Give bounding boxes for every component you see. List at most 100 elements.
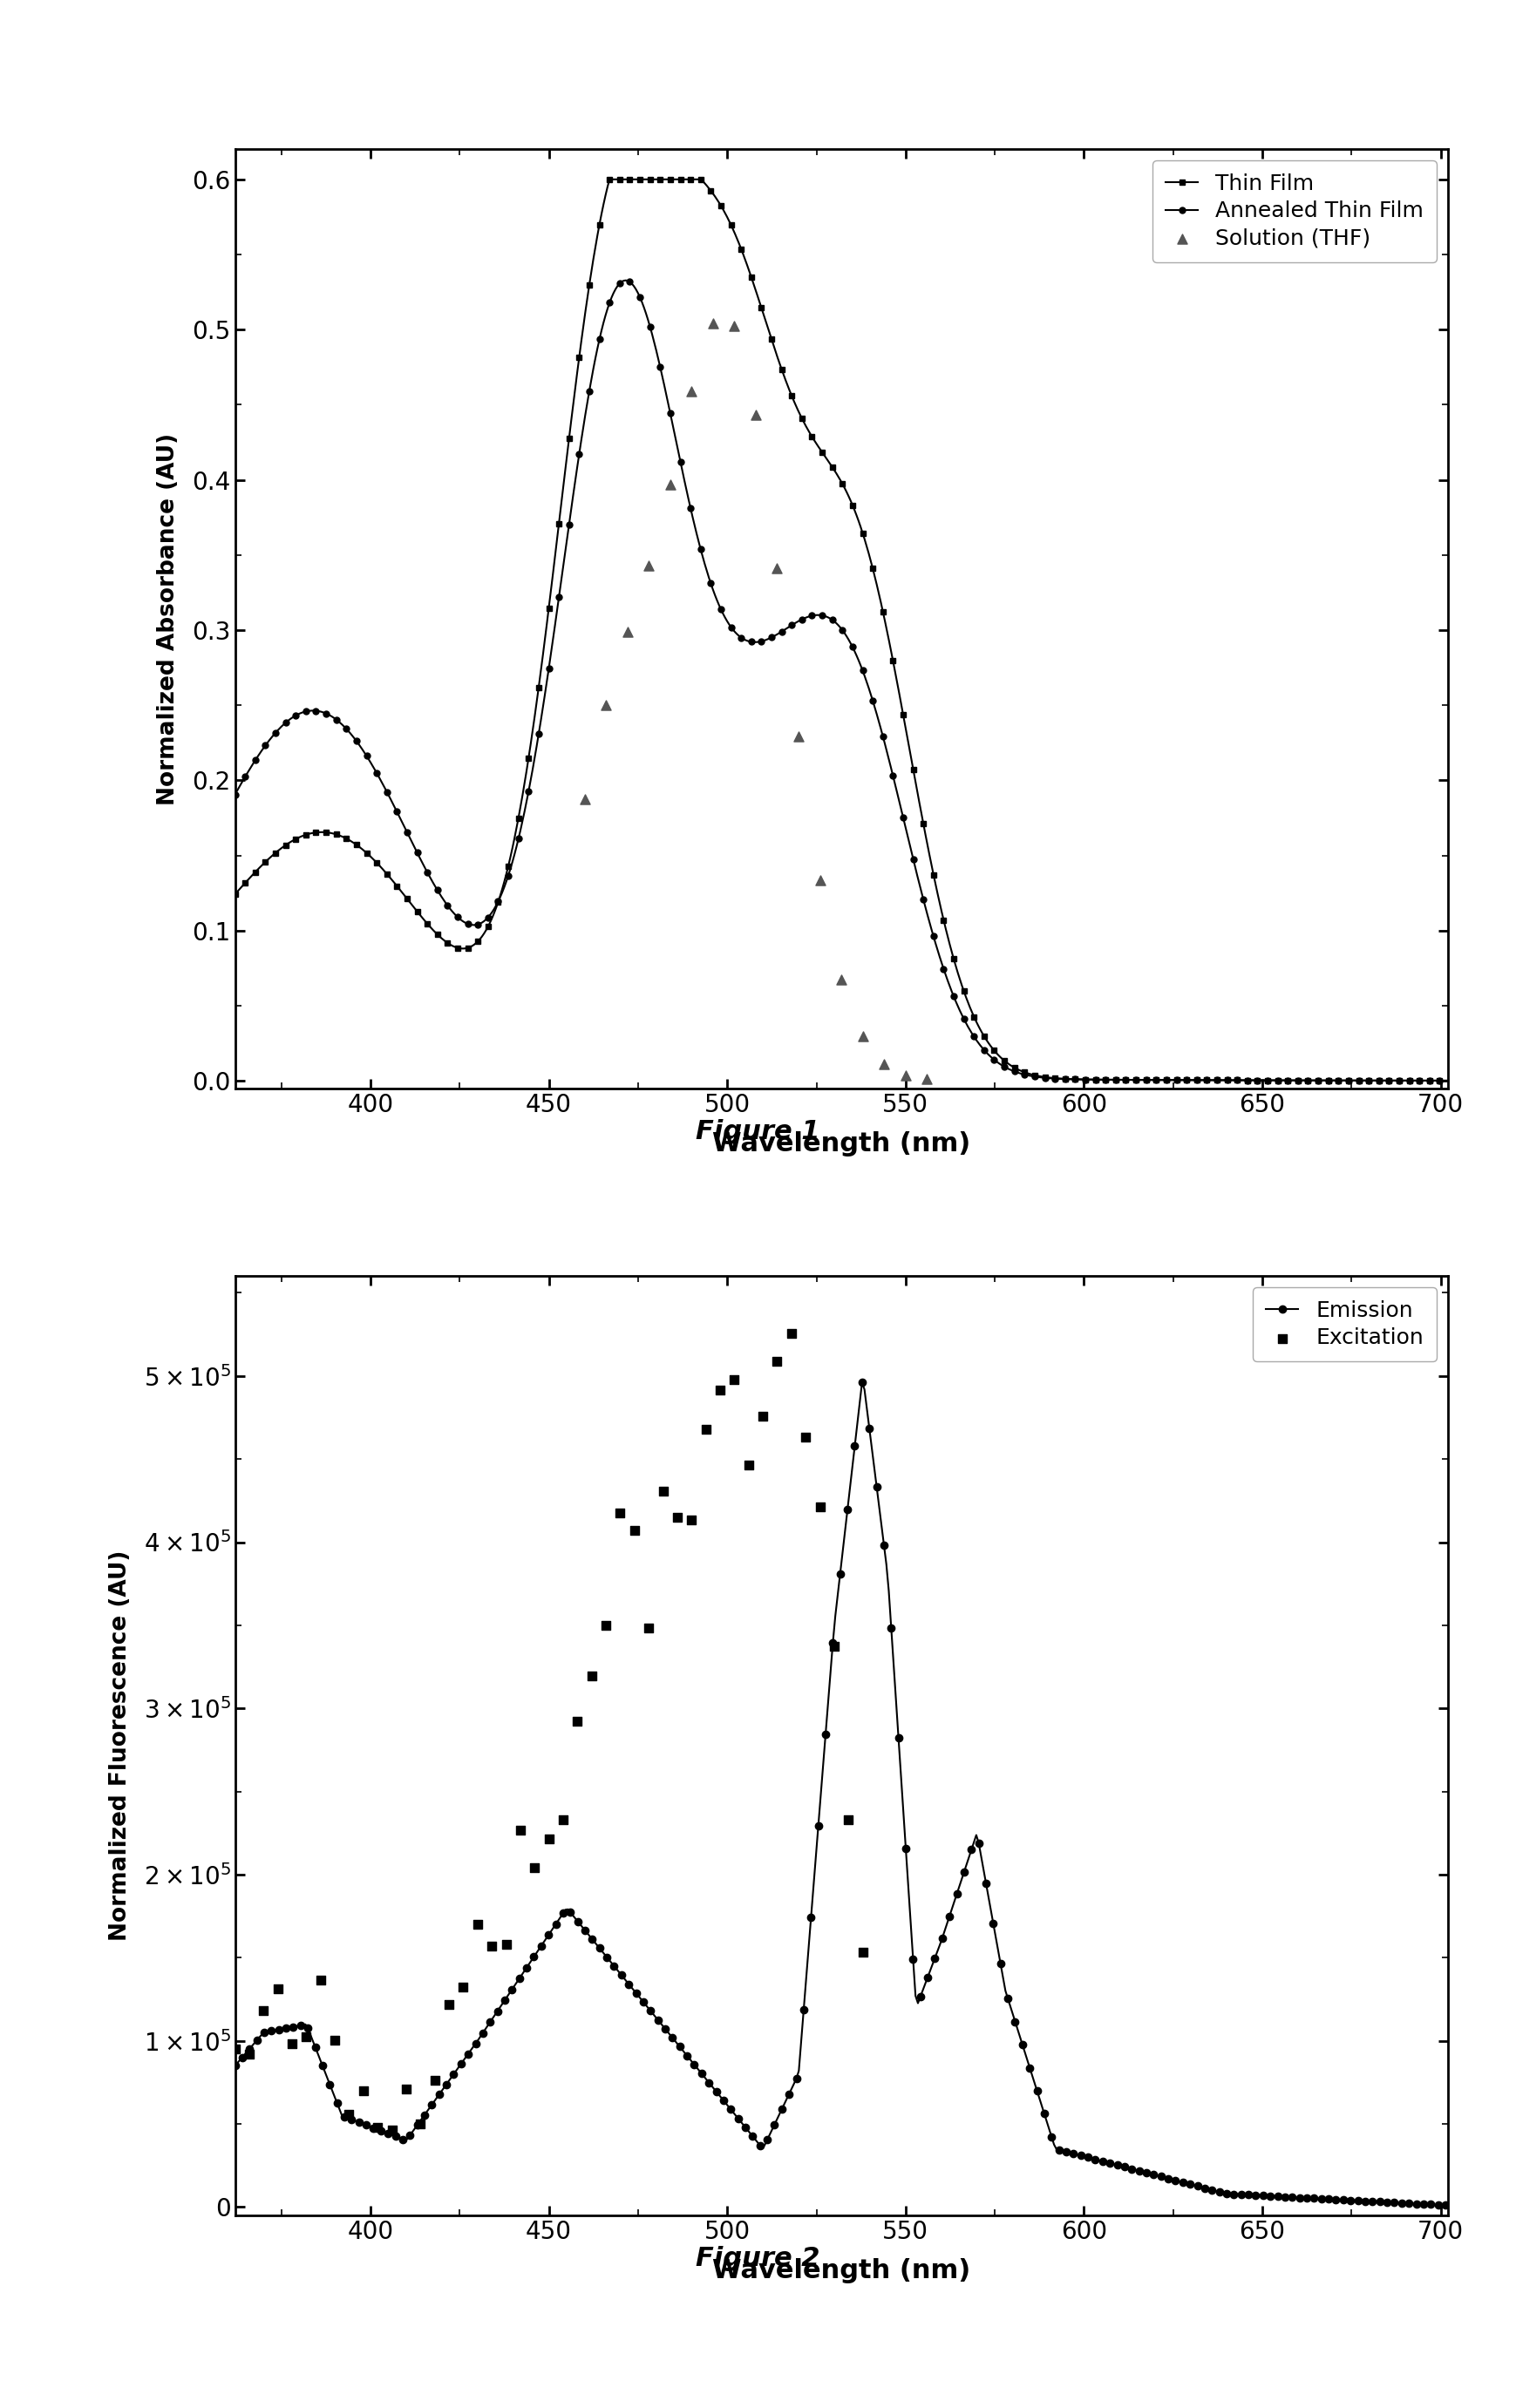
Excitation [579,1657,603,1695]
Excitation [408,2105,432,2143]
Excitation [236,2035,261,2073]
Legend: Emission, Excitation: Emission, Excitation [1252,1288,1437,1361]
Emission [951,1871,969,1900]
Excitation [494,1924,518,1963]
Annealed Thin Film [617,265,635,294]
X-axis label: Wavelength (nm): Wavelength (nm) [713,2259,970,2283]
Solution (THF) [637,547,661,585]
Excitation [750,1397,775,1435]
Emission [1439,2191,1457,2220]
Line: Thin Film: Thin Film [232,176,1451,1084]
Excitation [479,1926,503,1965]
Excitation [265,1970,290,2008]
Annealed Thin Film [943,978,961,1007]
Excitation [679,1500,703,1539]
Excitation [394,2071,418,2109]
Thin Film [600,164,619,193]
Annealed Thin Film [1142,1064,1160,1093]
Solution (THF) [766,549,790,588]
Annealed Thin Film [538,667,556,696]
Excitation [352,2071,376,2109]
Solution (THF) [700,303,725,342]
Excitation [722,1361,746,1399]
Emission [854,1368,872,1397]
Excitation [294,2018,318,2056]
Thin Film [1038,1062,1057,1091]
Excitation [423,2061,447,2100]
Annealed Thin Film [1038,1064,1057,1093]
Excitation [280,2025,305,2064]
Emission [226,2052,244,2081]
Thin Film [943,937,961,966]
Excitation [766,1341,790,1380]
Solution (THF) [615,612,640,650]
Excitation [594,1606,619,1645]
Excitation [793,1418,817,1457]
Solution (THF) [744,395,769,433]
Thin Film [226,879,244,908]
Excitation [637,1609,661,1647]
Excitation [508,1811,532,1849]
Excitation [822,1628,846,1666]
Excitation [608,1493,632,1531]
Emission [1411,2189,1430,2218]
Solution (THF) [679,371,703,409]
Solution (THF) [914,1060,938,1098]
Solution (THF) [658,465,682,503]
Annealed Thin Film [226,780,244,809]
X-axis label: Wavelength (nm): Wavelength (nm) [713,1132,970,1156]
Excitation [708,1370,732,1409]
Excitation [537,1820,561,1859]
Excitation [623,1510,647,1548]
Excitation [694,1411,719,1450]
Emission [810,1811,828,1840]
Excitation [650,1471,675,1510]
Excitation [365,2107,390,2146]
Solution (THF) [829,961,854,999]
Excitation [565,1702,590,1741]
Solution (THF) [594,686,619,725]
Thin Film [1439,1067,1457,1096]
Y-axis label: Normalized Fluorescence (AU): Normalized Fluorescence (AU) [109,1551,132,1941]
Excitation [465,1905,490,1943]
Excitation [779,1315,803,1353]
Line: Emission: Emission [232,1380,1451,2208]
Excitation [550,1801,575,1840]
Solution (THF) [893,1057,917,1096]
Excitation [323,2020,347,2059]
Solution (THF) [722,306,746,344]
Solution (THF) [573,780,597,819]
Annealed Thin Film [441,893,459,922]
Emission [884,1649,902,1678]
Annealed Thin Film [1439,1067,1457,1096]
Excitation [223,2030,247,2068]
Excitation [837,1801,861,1840]
Solution (THF) [872,1045,896,1084]
Annealed Thin Film [776,614,794,643]
Text: Figure 2: Figure 2 [696,2247,820,2271]
Excitation [308,1960,332,1999]
Legend: Thin Film, Annealed Thin Film, Solution (THF): Thin Film, Annealed Thin Film, Solution … [1152,161,1437,262]
Emission [802,1902,820,1931]
Excitation [381,2109,405,2148]
Excitation [452,1967,476,2006]
Excitation [737,1445,761,1483]
Thin Film [776,366,794,395]
Excitation [850,1934,875,1972]
Excitation [337,2095,361,2133]
Text: Figure 1: Figure 1 [696,1120,820,1144]
Excitation [523,1849,547,1888]
Y-axis label: Normalized Absorbance (AU): Normalized Absorbance (AU) [158,433,180,804]
Solution (THF) [787,718,811,756]
Thin Film [441,929,459,958]
Solution (THF) [808,862,832,901]
Excitation [808,1488,832,1527]
Emission [1222,2179,1240,2208]
Excitation [252,1991,276,2030]
Excitation [437,1984,461,2023]
Line: Annealed Thin Film: Annealed Thin Film [232,277,1451,1084]
Thin Film [1142,1064,1160,1093]
Excitation [666,1498,690,1536]
Solution (THF) [850,1016,875,1055]
Thin Film [538,609,556,638]
